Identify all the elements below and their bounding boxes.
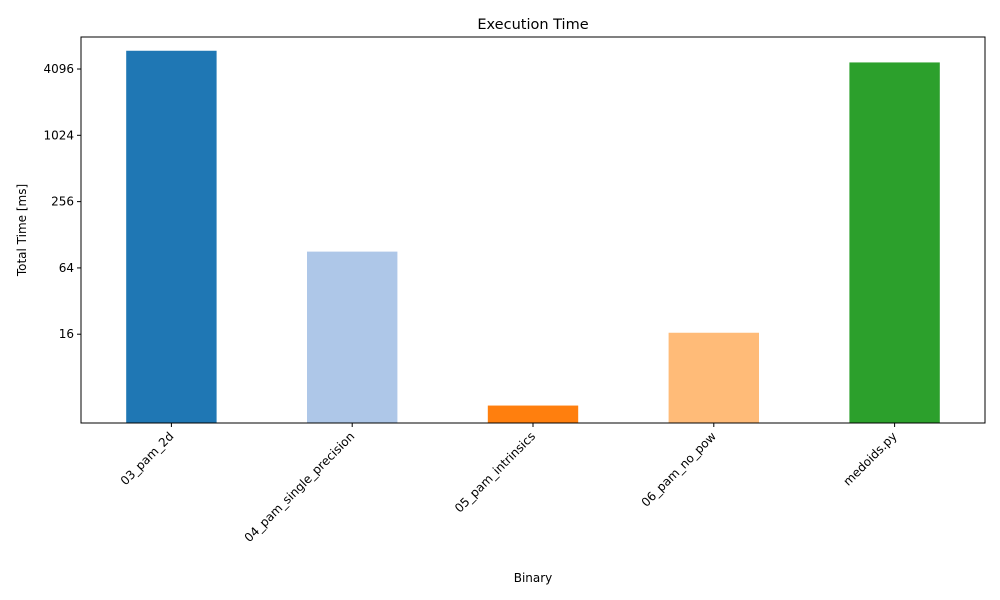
plot-frame (80, 36, 986, 424)
y-tick-label: 4096 (43, 62, 74, 76)
y-tick-label: 1024 (43, 128, 74, 142)
x-tick-label: 04_pam_single_precision (242, 429, 358, 545)
bar-04_pam_single_precision (307, 251, 398, 423)
chart-title: Execution Time (477, 17, 588, 33)
bar-05_pam_intrinsics (487, 405, 579, 423)
bar-06_pam_no_pow (668, 332, 759, 423)
y-tick-label: 256 (51, 195, 74, 209)
bar-03_pam_2d (126, 50, 217, 423)
x-tick-label: 06_pam_no_pow (639, 429, 719, 509)
x-tick-label: 05_pam_intrinsics (452, 429, 538, 515)
y-tick-label: 16 (59, 327, 74, 341)
x-axis: 03_pam_2d 04_pam_single_precision 05_pam_i… (118, 423, 900, 545)
y-axis-label: Total Time [ms] (15, 184, 29, 277)
x-tick-label: medoids.py (840, 429, 899, 488)
x-axis-label: Binary (514, 571, 553, 585)
x-tick-label: 03_pam_2d (118, 429, 177, 488)
bars-group (126, 50, 940, 423)
y-tick-label: 64 (59, 261, 74, 275)
y-axis: 16 64 256 1024 4096 (43, 62, 81, 341)
bar-medoids.py (849, 62, 940, 423)
